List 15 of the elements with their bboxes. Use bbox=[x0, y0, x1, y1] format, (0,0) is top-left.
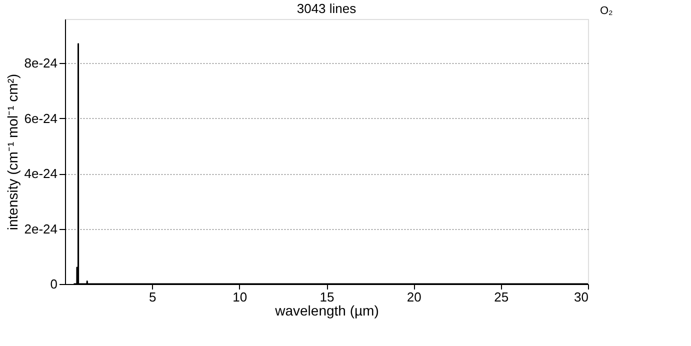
x-tick-label: 20 bbox=[406, 290, 422, 304]
x-tick-label: 25 bbox=[494, 290, 509, 304]
x-axis-title: wavelength (µm) bbox=[274, 302, 379, 318]
x-tick-label: 5 bbox=[149, 290, 156, 304]
y-tick-label: 2e-24 bbox=[24, 221, 58, 236]
x-tick-label: 15 bbox=[320, 290, 334, 304]
y-axis-title: intensity (cm⁻¹ mol⁻¹ cm²) bbox=[4, 74, 20, 230]
y-tick-label: 4e-24 bbox=[24, 166, 58, 182]
text: O₂ bbox=[600, 5, 613, 17]
y-tick-label: 8e-24 bbox=[24, 56, 58, 71]
y-tick-label: 0 bbox=[50, 276, 58, 292]
chart-title: 3043 lines bbox=[296, 1, 357, 16]
x-tick-label: 10 bbox=[232, 290, 248, 304]
y-tick-label: 6e-24 bbox=[24, 110, 58, 126]
x-tick-label: 30 bbox=[574, 290, 588, 304]
